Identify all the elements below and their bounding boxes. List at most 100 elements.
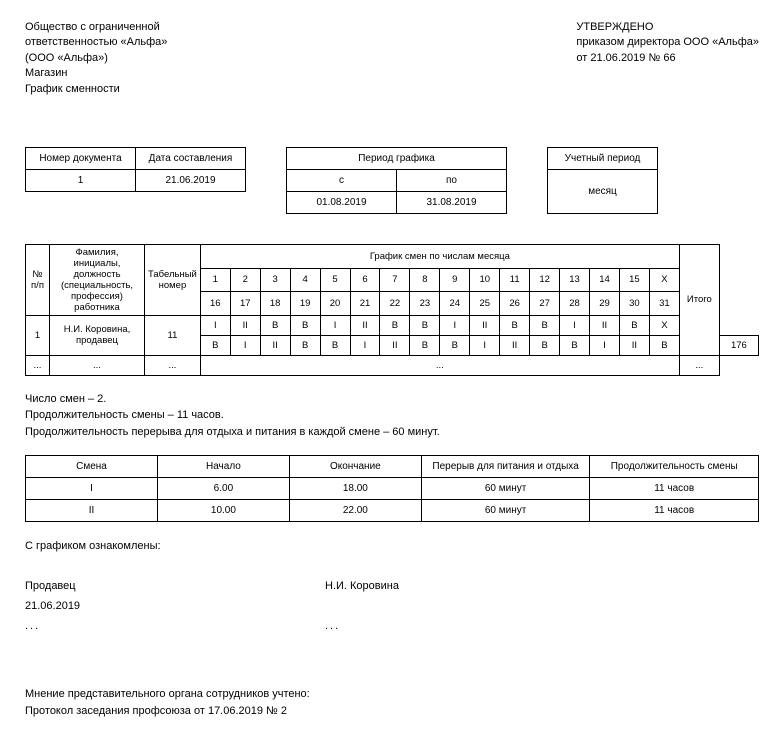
shift-cell: X [649, 315, 679, 335]
shift-cell: В [500, 315, 530, 335]
ellipsis-cell: ... [200, 355, 679, 375]
footer-block: Мнение представительного органа сотрудни… [25, 686, 759, 719]
col-num-header: № п/п [26, 244, 50, 315]
day-cell: 8 [410, 268, 440, 292]
note-line: Число смен – 2. [25, 391, 759, 408]
day-cell: 20 [320, 292, 350, 316]
shift-cell: I [350, 335, 380, 355]
period-from-label: с [287, 169, 397, 191]
day-cell: 23 [410, 292, 440, 316]
shift-cell: В [530, 335, 560, 355]
date-label: Дата составления [136, 147, 246, 169]
emp-num: 1 [26, 315, 50, 355]
day-cell: 28 [560, 292, 590, 316]
shift-cell: В [440, 335, 470, 355]
shift-cell: I [590, 335, 620, 355]
shift-hdr: Перерыв для питания и отдыха [421, 456, 590, 478]
shift-cell: В [260, 315, 290, 335]
shift-hdr: Окончание [289, 456, 421, 478]
day-cell: 22 [380, 292, 410, 316]
shift-cell: 60 минут [421, 500, 590, 522]
col-total-header: Итого [679, 244, 719, 355]
day-cell: 17 [230, 292, 260, 316]
shift-cell: В [560, 335, 590, 355]
org-line: Магазин [25, 66, 167, 81]
day-cell: 3 [260, 268, 290, 292]
col-fio-header: Фамилия, инициалы, должность (специально… [50, 244, 145, 315]
acct-label: Учетный период [548, 147, 658, 169]
period-label: Период графика [287, 147, 507, 169]
shift-hdr: Начало [157, 456, 289, 478]
day-cell: 30 [619, 292, 649, 316]
note-line: Продолжительность смены – 11 часов. [25, 407, 759, 424]
sig-dots: ... [25, 617, 325, 637]
shift-cell: II [380, 335, 410, 355]
shift-cell: I [200, 315, 230, 335]
day-cell: X [649, 268, 679, 292]
shift-cell: 6.00 [157, 478, 289, 500]
approval-block: УТВЕРЖДЕНО приказом директора ООО «Альфа… [576, 20, 759, 97]
sig-role: Продавец [25, 577, 325, 597]
sig-dots: ... [325, 617, 340, 637]
day-cell: 31 [649, 292, 679, 316]
day-cell: 4 [290, 268, 320, 292]
shift-cell: I [320, 315, 350, 335]
shift-cell: 60 минут [421, 478, 590, 500]
shift-cell: В [290, 315, 320, 335]
period-from-value: 01.08.2019 [287, 191, 397, 213]
day-cell: 18 [260, 292, 290, 316]
day-cell: 25 [470, 292, 500, 316]
day-cell: 15 [619, 268, 649, 292]
shift-cell: II [26, 500, 158, 522]
shift-row: II 10.00 22.00 60 минут 11 часов [26, 500, 759, 522]
day-cell: 14 [590, 268, 620, 292]
day-cell: 29 [590, 292, 620, 316]
day-cell: 16 [200, 292, 230, 316]
document-header: Общество с ограниченной ответственностью… [25, 20, 759, 97]
approved-line: от 21.06.2019 № 66 [576, 51, 759, 66]
shift-cell: В [649, 335, 679, 355]
day-cell: 2 [230, 268, 260, 292]
ellipsis-cell: ... [679, 355, 719, 375]
shift-cell: В [200, 335, 230, 355]
notes-block: Число смен – 2. Продолжительность смены … [25, 391, 759, 441]
day-cell: 27 [530, 292, 560, 316]
approved-title: УТВЕРЖДЕНО [576, 20, 759, 35]
col-schedule-header: График смен по числам месяца [200, 244, 679, 268]
shift-cell: 10.00 [157, 500, 289, 522]
doc-num-label: Номер документа [26, 147, 136, 169]
shift-cell: II [619, 335, 649, 355]
shift-cell: I [230, 335, 260, 355]
shift-row: I 6.00 18.00 60 минут 11 часов [26, 478, 759, 500]
col-tab-header: Табельный номер [145, 244, 201, 315]
signature-block: С графиком ознакомлены: Продавец Н.И. Ко… [25, 537, 759, 636]
day-cell: 13 [560, 268, 590, 292]
shift-cell: II [590, 315, 620, 335]
footer-line: Мнение представительного органа сотрудни… [25, 686, 759, 703]
doc-number-table: Номер документа Дата составления 1 21.06… [25, 147, 246, 192]
shift-cell: I [26, 478, 158, 500]
acct-value: месяц [548, 169, 658, 213]
shift-cell: В [619, 315, 649, 335]
day-cell: 7 [380, 268, 410, 292]
shift-cell: II [230, 315, 260, 335]
shift-hdr: Смена [26, 456, 158, 478]
shift-cell: В [530, 315, 560, 335]
shift-details-table: Смена Начало Окончание Перерыв для питан… [25, 455, 759, 522]
ellipsis-cell: ... [50, 355, 145, 375]
meta-tables-row: Номер документа Дата составления 1 21.06… [25, 147, 759, 214]
shift-cell: I [440, 315, 470, 335]
shift-hdr: Продолжительность смены [590, 456, 759, 478]
period-to-value: 31.08.2019 [397, 191, 507, 213]
day-cell: 9 [440, 268, 470, 292]
accounting-period-table: Учетный период месяц [547, 147, 658, 214]
shift-cell: II [470, 315, 500, 335]
shift-cell: В [320, 335, 350, 355]
emp-name: Н.И. Коровина, продавец [50, 315, 145, 355]
shift-cell: В [410, 315, 440, 335]
shift-cell: В [290, 335, 320, 355]
day-cell: 21 [350, 292, 380, 316]
day-cell: 5 [320, 268, 350, 292]
day-cell: 26 [500, 292, 530, 316]
day-cell: 6 [350, 268, 380, 292]
